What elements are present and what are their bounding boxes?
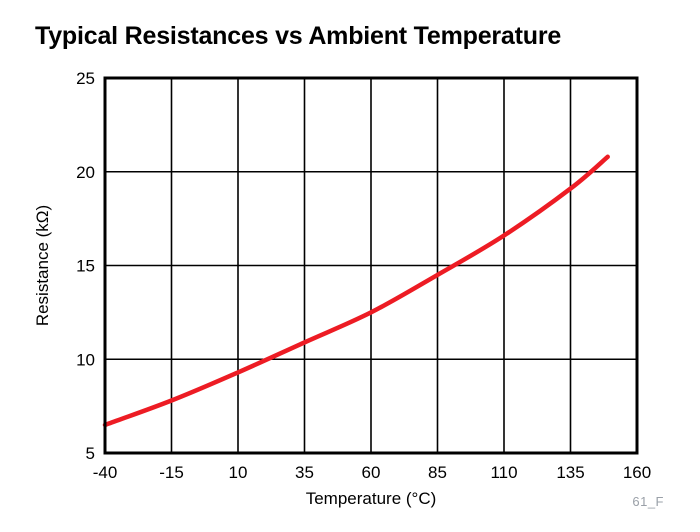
x-tick-label: -40 bbox=[93, 463, 118, 482]
chart-title: Typical Resistances vs Ambient Temperatu… bbox=[35, 22, 562, 50]
x-tick-label: 85 bbox=[428, 463, 447, 482]
x-axis-title: Temperature (°C) bbox=[306, 489, 437, 508]
x-tick-label: -15 bbox=[159, 463, 184, 482]
y-tick-label: 25 bbox=[76, 69, 95, 88]
x-tick-label: 60 bbox=[362, 463, 381, 482]
plot-border bbox=[103, 76, 639, 455]
y-tick-label: 10 bbox=[76, 350, 95, 369]
y-tick-label: 15 bbox=[76, 257, 95, 276]
figure-code: 61_F bbox=[632, 494, 664, 509]
y-axis-title: Resistance (kΩ) bbox=[33, 205, 52, 326]
series-curve-typical-resistance bbox=[102, 154, 610, 428]
x-tick-label: 35 bbox=[295, 463, 314, 482]
x-tick-label: 110 bbox=[490, 463, 517, 482]
x-tick-label: 10 bbox=[229, 463, 248, 482]
y-tick-label: 5 bbox=[86, 444, 95, 463]
x-tick-label: 160 bbox=[623, 463, 651, 482]
x-tick-label: 135 bbox=[556, 463, 584, 482]
y-tick-label: 20 bbox=[76, 163, 95, 182]
